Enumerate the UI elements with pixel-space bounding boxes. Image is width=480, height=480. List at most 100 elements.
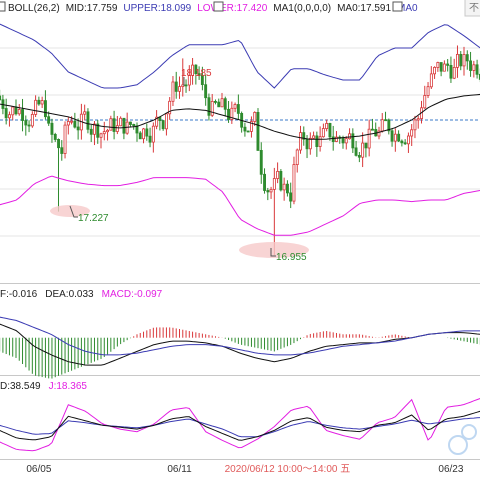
legend-checkbox-ma1[interactable] — [213, 1, 224, 12]
candle — [191, 64, 194, 76]
legend-item: DEA:0.033 — [45, 289, 94, 300]
legend-kdj: D:38.549 J:18.365 — [0, 381, 87, 392]
candle — [99, 133, 103, 138]
candle — [194, 64, 198, 74]
candle — [181, 84, 185, 88]
candle — [328, 123, 332, 138]
candle — [30, 114, 34, 127]
candle — [217, 101, 221, 108]
candle — [243, 126, 247, 132]
candle — [4, 108, 8, 119]
legend-macd-text: F:-0.016 DEA:0.033 MACD:-0.097 — [0, 289, 163, 300]
candle — [63, 124, 67, 154]
candle — [348, 133, 351, 140]
candle — [455, 54, 459, 68]
candle — [145, 128, 149, 137]
kdj-d-line — [0, 417, 480, 438]
candle — [47, 116, 51, 124]
candle — [164, 113, 168, 130]
candle — [413, 119, 417, 131]
candle — [331, 136, 335, 142]
candle — [204, 84, 208, 99]
candle — [112, 118, 116, 132]
candle — [282, 183, 286, 191]
candle — [364, 142, 368, 149]
corner-button[interactable]: 不 — [464, 0, 480, 17]
candle — [151, 125, 155, 143]
candle — [256, 112, 260, 151]
candle — [70, 120, 73, 123]
candle — [122, 117, 126, 134]
candle — [433, 67, 436, 75]
candle — [312, 135, 315, 139]
candle — [21, 109, 24, 121]
candle — [132, 124, 136, 127]
candle — [259, 149, 263, 175]
candle — [410, 129, 414, 137]
candle — [384, 119, 387, 122]
legend-item: BOLL(26,2) — [8, 3, 60, 14]
legend-checkbox-ma0[interactable] — [392, 1, 403, 12]
candle — [34, 99, 38, 115]
macd-dif-line — [0, 323, 480, 366]
x-tick-label: 06/05 — [26, 464, 51, 475]
candle — [370, 128, 374, 131]
candle — [315, 135, 319, 147]
boll-lower-line — [0, 175, 480, 236]
candle — [53, 133, 57, 140]
candle — [469, 60, 472, 71]
candle — [406, 135, 410, 145]
candle — [377, 130, 381, 137]
candle — [161, 120, 165, 130]
candle — [272, 178, 276, 190]
legend-checkbox-boll[interactable] — [0, 1, 6, 12]
low2-marker-bg — [239, 242, 309, 258]
logo-icon — [448, 424, 477, 455]
candle — [155, 116, 159, 127]
candle — [442, 63, 446, 72]
candle — [426, 86, 430, 96]
candle — [292, 164, 296, 202]
candle — [236, 104, 240, 114]
candle — [119, 117, 123, 127]
candle — [50, 122, 54, 135]
candle — [351, 133, 355, 149]
candle — [325, 123, 329, 130]
candle — [429, 73, 433, 88]
low1-marker-line — [69, 205, 78, 218]
candle — [449, 65, 453, 79]
macd-panel — [0, 316, 480, 379]
candle — [299, 132, 302, 151]
candle — [44, 100, 47, 118]
candle — [263, 173, 266, 191]
candle — [66, 121, 70, 126]
candle — [276, 170, 280, 179]
legend-item: MA1(0,0,0,0) — [273, 3, 331, 14]
candle — [27, 124, 31, 127]
candle — [57, 138, 60, 149]
candle — [400, 140, 404, 144]
candle — [403, 142, 407, 145]
legend-item: D:38.549 — [0, 381, 41, 392]
macd-dea-line — [0, 316, 480, 356]
legend-item: MACD:-0.097 — [102, 289, 163, 300]
legend-item: LOWER:17.420 — [197, 3, 267, 14]
annotations: 18.185 17.227 16.955 — [50, 68, 309, 263]
low1-label: 17.227 — [78, 213, 109, 224]
candle — [390, 130, 394, 142]
candle — [387, 119, 391, 132]
x-tick-label: 06/23 — [438, 464, 463, 475]
candle — [220, 98, 224, 108]
legend-item: J:18.365 — [49, 381, 88, 392]
candle — [7, 114, 11, 119]
candle — [367, 128, 371, 149]
candle — [148, 135, 152, 143]
candle — [142, 128, 145, 140]
legend-item: F:-0.016 — [0, 289, 38, 300]
svg-text:不: 不 — [469, 3, 479, 14]
price-panel — [0, 23, 480, 256]
candle — [357, 154, 361, 158]
candle — [321, 128, 325, 138]
legend-item: MID:17.759 — [66, 3, 118, 14]
